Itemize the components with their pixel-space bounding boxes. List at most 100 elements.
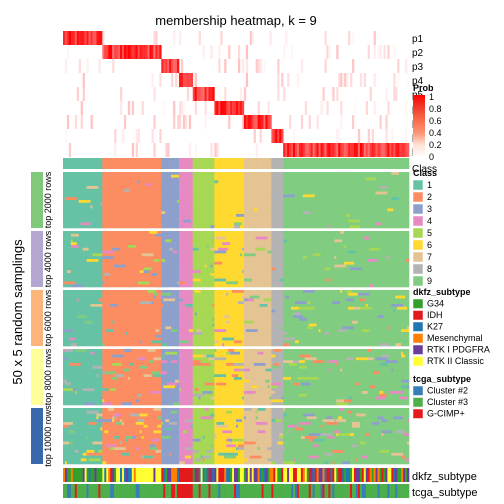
sampling-cell xyxy=(318,329,321,333)
sampling-cell xyxy=(78,385,81,389)
sampling-cell xyxy=(161,200,168,204)
sampling-cell xyxy=(381,174,384,178)
sampling-cell xyxy=(155,256,162,260)
sampling-cell xyxy=(328,245,337,249)
sampling-cell xyxy=(108,337,111,341)
sampling-cell xyxy=(63,281,76,285)
sampling-cell xyxy=(296,363,308,367)
sampling-cell xyxy=(289,250,292,254)
sampling-cell xyxy=(283,267,296,271)
sampling-cell xyxy=(161,357,170,361)
sampling-cell xyxy=(188,340,194,344)
sampling-cell xyxy=(326,256,335,260)
sampling-cell xyxy=(271,180,274,184)
sampling-cell xyxy=(192,357,197,361)
sampling-cell xyxy=(76,225,80,229)
sampling-cell xyxy=(351,183,355,187)
sampling-cell xyxy=(267,318,272,322)
sampling-cell xyxy=(188,368,192,372)
sampling-cell xyxy=(351,393,365,397)
sampling-cell xyxy=(169,295,176,299)
sampling-cell xyxy=(78,216,91,220)
sampling-cell xyxy=(375,292,386,296)
sampling-cell xyxy=(102,396,111,400)
sampling-cell xyxy=(348,402,351,406)
sampling-cell xyxy=(361,391,369,395)
sampling-cell xyxy=(192,208,205,212)
sampling-cell xyxy=(230,239,243,243)
sampling-cell xyxy=(192,233,196,237)
sampling-cell xyxy=(243,194,256,198)
sampling-cell xyxy=(259,379,264,383)
prob-cell xyxy=(64,31,68,45)
sampling-cell xyxy=(63,275,70,279)
class-cell xyxy=(302,158,306,169)
prob-cell xyxy=(137,45,140,59)
prob-cell xyxy=(204,115,207,129)
sampling-cell xyxy=(389,306,398,310)
sampling-cell xyxy=(383,295,388,299)
sampling-cell xyxy=(379,278,390,282)
sampling-cell xyxy=(182,374,194,378)
sampling-cell xyxy=(157,222,162,226)
sampling-cell xyxy=(251,275,260,279)
prob-cell xyxy=(403,143,406,157)
sampling-cell xyxy=(161,360,168,364)
sampling-cell xyxy=(401,349,410,353)
sampling-cell xyxy=(112,214,119,218)
sampling-cell xyxy=(243,261,249,265)
sampling-cell xyxy=(202,222,215,226)
sampling-cell xyxy=(159,200,162,204)
sampling-cell xyxy=(212,236,215,240)
sampling-cell xyxy=(190,351,194,355)
sampling-cell xyxy=(135,245,144,249)
class-cell xyxy=(355,158,359,169)
class-cell xyxy=(363,158,367,169)
sampling-cell xyxy=(86,242,89,246)
sampling-cell xyxy=(145,236,152,240)
sampling-cell xyxy=(249,219,262,223)
sampling-cell xyxy=(316,281,319,285)
class-cell xyxy=(273,158,276,169)
sampling-cell xyxy=(277,306,284,310)
sampling-cell xyxy=(232,371,239,375)
sampling-cell xyxy=(102,399,105,403)
sampling-cell xyxy=(214,393,227,397)
sampling-cell xyxy=(338,259,347,263)
sampling-cell xyxy=(357,245,370,249)
sampling-cell xyxy=(269,216,272,220)
sampling-cell xyxy=(173,191,180,195)
prob-cell xyxy=(163,101,166,115)
sampling-cell xyxy=(239,309,243,313)
sampling-cell xyxy=(348,332,355,336)
sampling-cell xyxy=(222,323,235,327)
sampling-cell xyxy=(214,256,219,260)
class-cell xyxy=(279,158,282,169)
prob-cell xyxy=(123,45,127,59)
sampling-cell xyxy=(102,281,105,285)
sampling-cell xyxy=(283,304,286,308)
sampling-cell xyxy=(330,332,337,336)
sampling-cell xyxy=(287,205,300,209)
sampling-cell xyxy=(326,261,335,265)
sampling-cell xyxy=(188,211,194,215)
sampling-cell xyxy=(265,388,270,392)
sampling-cell xyxy=(330,323,341,327)
sampling-cell xyxy=(318,399,331,403)
sampling-cell xyxy=(336,315,345,319)
sampling-cell xyxy=(167,332,170,336)
sampling-cell xyxy=(169,349,172,353)
sampling-cell xyxy=(131,177,142,181)
sampling-cell xyxy=(131,382,135,386)
sampling-cell xyxy=(373,374,376,378)
sampling-cell xyxy=(243,270,251,274)
sampling-cell xyxy=(377,377,384,381)
sampling-cell xyxy=(314,194,327,198)
sampling-cell xyxy=(80,222,91,226)
prob-cell xyxy=(243,115,247,129)
sampling-cell xyxy=(367,304,374,308)
sampling-cell xyxy=(332,343,337,347)
class-cell xyxy=(96,158,99,169)
class-cell xyxy=(78,158,81,169)
sampling-cell xyxy=(389,309,392,313)
